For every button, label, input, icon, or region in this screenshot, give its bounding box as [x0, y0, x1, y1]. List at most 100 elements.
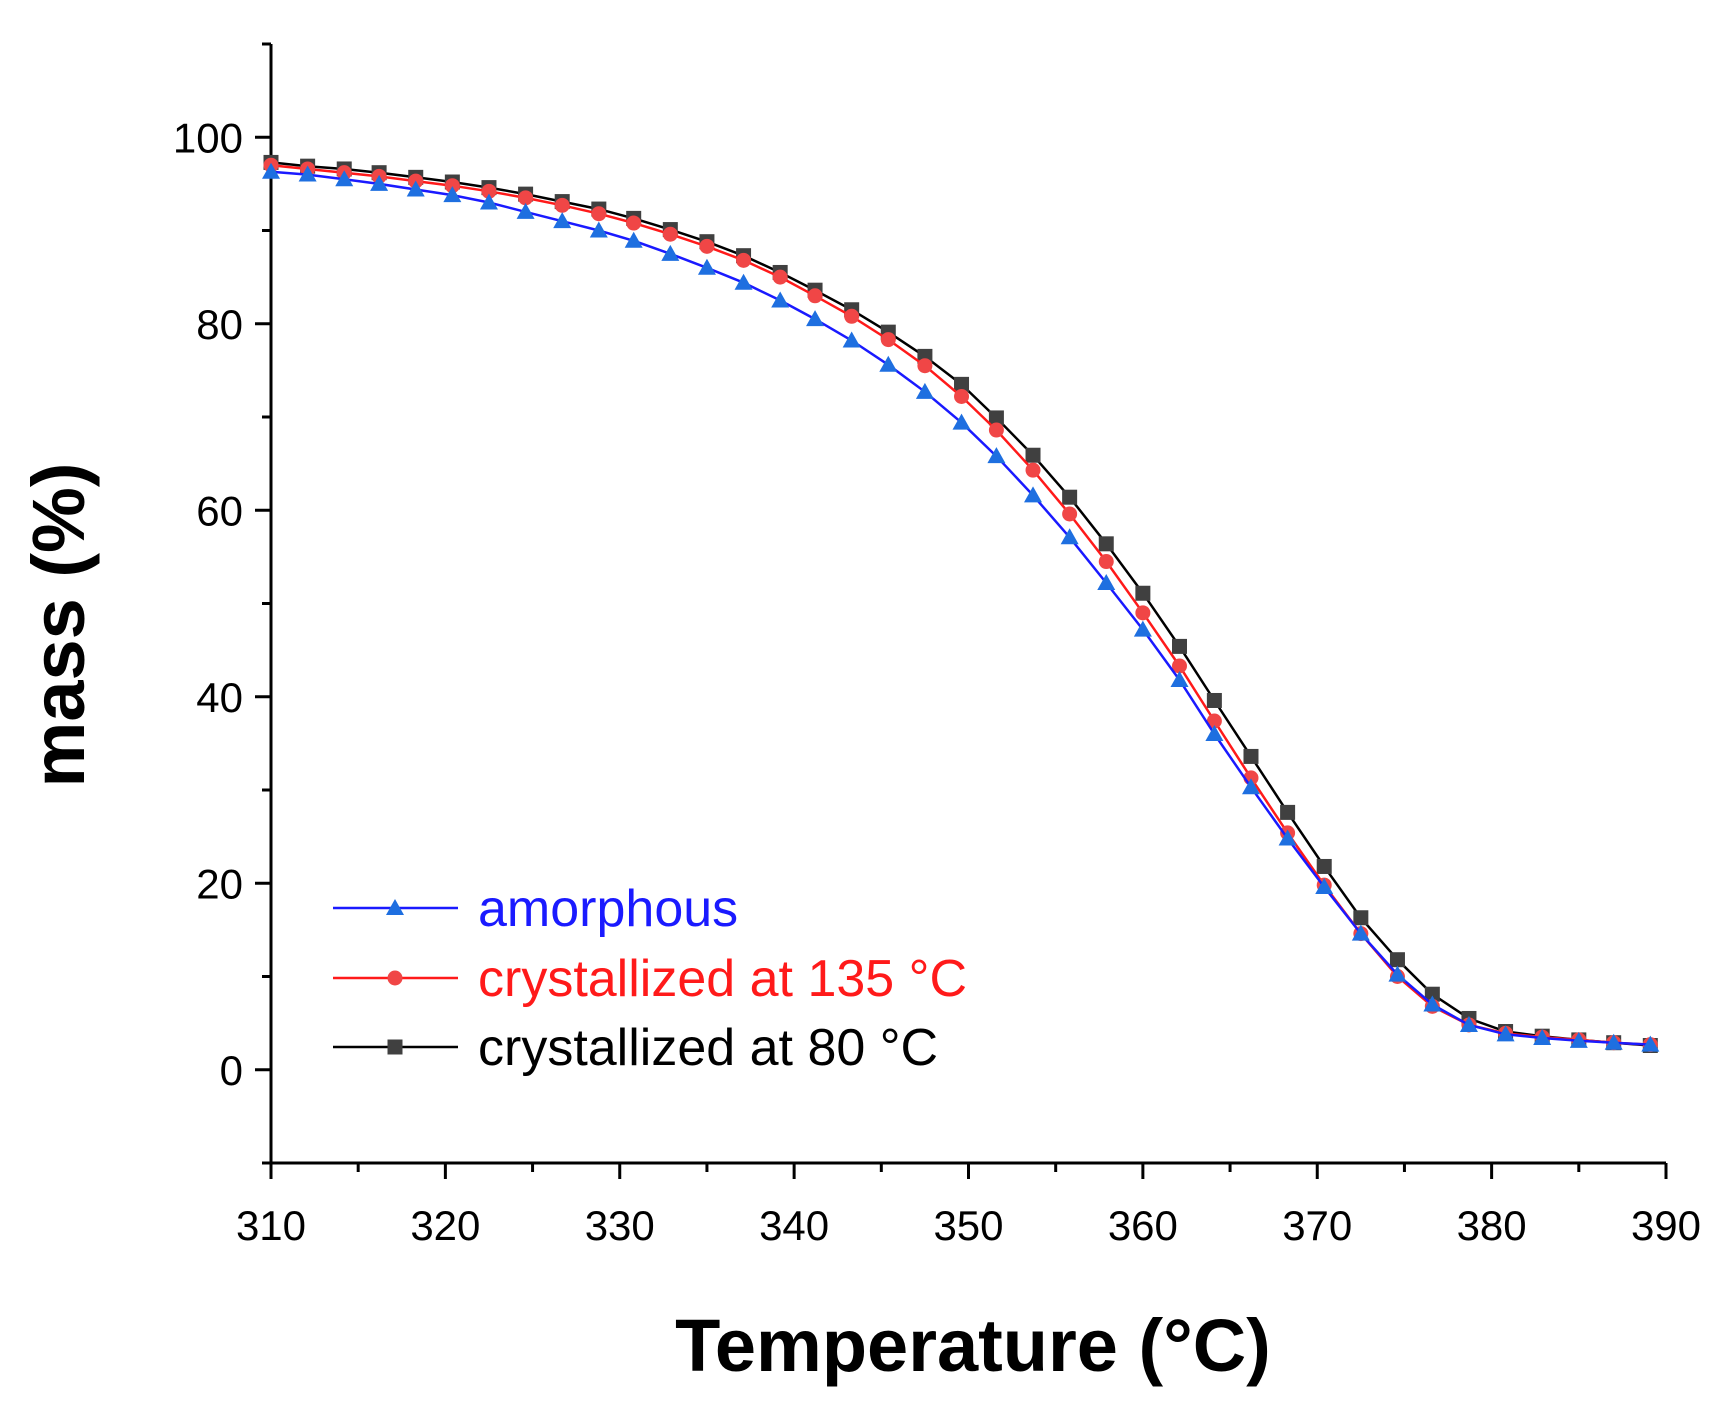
data-point	[1315, 877, 1334, 894]
legend: amorphous crystallized at 135 °C crystalli…	[333, 880, 967, 1077]
data-point	[553, 212, 572, 229]
data-point	[1641, 1035, 1660, 1052]
data-point	[1098, 536, 1114, 552]
data-point	[699, 238, 715, 254]
data-point	[479, 193, 498, 210]
data-point	[262, 162, 280, 179]
y-tick-label: 80	[196, 301, 243, 348]
data-point	[626, 215, 642, 231]
y-axis-title: mass (%)	[17, 463, 100, 788]
data-point	[591, 206, 607, 222]
x-axis-title: Temperature (°C)	[675, 1304, 1271, 1387]
legend-label: amorphous	[478, 880, 738, 938]
data-point	[1569, 1031, 1588, 1048]
legend-label: crystallized at 135 °C	[478, 950, 967, 1008]
data-point	[1170, 670, 1189, 687]
data-point	[1062, 506, 1078, 522]
data-point	[807, 288, 823, 304]
y-tick-label: 40	[196, 674, 243, 721]
data-point	[1243, 748, 1259, 764]
data-point	[772, 269, 788, 285]
data-point	[335, 170, 354, 187]
series-triangle	[262, 162, 1660, 1052]
x-tick-label: 340	[759, 1202, 829, 1249]
data-point	[1241, 778, 1260, 795]
data-point	[1351, 924, 1370, 941]
x-tick-label: 320	[410, 1202, 480, 1249]
data-point	[481, 183, 497, 199]
x-tick-label: 380	[1457, 1202, 1527, 1249]
data-point	[1388, 965, 1407, 982]
data-point	[516, 202, 535, 219]
data-point	[844, 308, 860, 324]
data-point	[1024, 486, 1043, 503]
data-point	[1280, 804, 1296, 820]
data-point	[370, 174, 389, 191]
data-point	[1025, 462, 1041, 478]
data-point	[954, 388, 970, 404]
x-tick-label: 350	[933, 1202, 1003, 1249]
data-point	[988, 422, 1004, 438]
data-point	[443, 186, 462, 203]
legend-item: crystallized at 135 °C	[333, 950, 967, 1008]
data-point	[406, 180, 425, 197]
data-point	[1459, 1015, 1478, 1032]
data-point	[697, 258, 716, 275]
data-point	[1278, 829, 1297, 846]
data-point	[1424, 986, 1440, 1002]
data-point	[662, 226, 678, 242]
data-point	[1060, 528, 1079, 545]
data-point	[298, 165, 317, 182]
data-point	[1097, 573, 1116, 590]
data-point	[1025, 447, 1041, 463]
data-point	[1206, 692, 1222, 708]
legend-label: crystallized at 80 °C	[478, 1019, 938, 1077]
data-point	[842, 331, 861, 348]
x-tick-label: 310	[236, 1202, 306, 1249]
data-point	[1206, 713, 1222, 729]
data-point	[554, 197, 570, 213]
y-tick-label: 100	[173, 114, 243, 161]
data-point	[1135, 585, 1151, 601]
data-point	[1171, 658, 1187, 674]
data-point	[1423, 995, 1442, 1012]
data-point	[1496, 1025, 1515, 1042]
axes: 310 320 330 340 350 360 370 380 390 0 20 40 60 80 100	[173, 42, 1701, 1249]
x-tick-label: 330	[585, 1202, 655, 1249]
legend-marker	[387, 970, 403, 986]
data-point	[806, 310, 825, 327]
data-point	[1205, 725, 1224, 742]
data-point	[880, 332, 896, 348]
plot-area	[262, 154, 1660, 1054]
data-point	[1316, 858, 1332, 874]
data-point	[1171, 638, 1187, 654]
data-point	[771, 291, 790, 308]
data-point	[518, 190, 534, 206]
data-point	[624, 231, 643, 248]
x-tick-label: 370	[1282, 1202, 1352, 1249]
x-tick-label: 360	[1108, 1202, 1178, 1249]
data-point	[1133, 620, 1152, 637]
data-point	[1533, 1029, 1552, 1046]
data-point	[952, 413, 971, 430]
data-point	[1135, 605, 1151, 621]
data-point	[917, 358, 933, 374]
legend-marker	[386, 899, 404, 915]
x-tick-label: 390	[1631, 1202, 1701, 1249]
data-point	[1062, 489, 1078, 505]
data-point	[734, 273, 753, 290]
data-point	[1098, 554, 1114, 570]
y-tick-label: 0	[220, 1047, 243, 1094]
data-point	[954, 376, 970, 392]
data-point	[444, 178, 460, 194]
data-point	[987, 447, 1006, 464]
legend-marker	[387, 1039, 403, 1055]
data-point	[988, 410, 1004, 426]
data-point	[879, 355, 898, 372]
legend-item: amorphous	[333, 880, 738, 938]
data-point	[589, 221, 608, 238]
data-point	[1389, 952, 1405, 968]
data-point	[915, 382, 934, 399]
